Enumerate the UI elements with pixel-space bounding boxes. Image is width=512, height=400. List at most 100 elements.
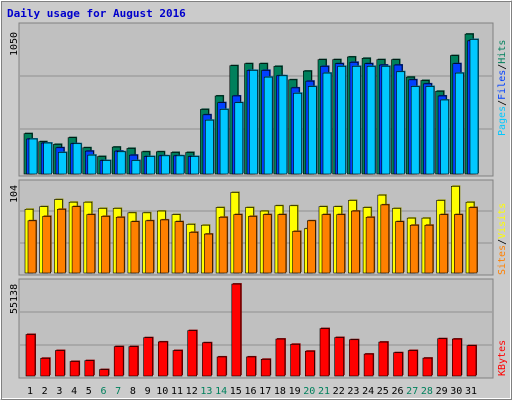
x-tick-label: 7 [115, 386, 121, 397]
x-tick-label: 27 [406, 386, 418, 397]
bar-sites-6 [101, 216, 110, 274]
x-tick-label: 25 [377, 386, 389, 397]
bar-pages-21 [322, 72, 332, 175]
x-tick-label: 13 [200, 386, 212, 397]
bar-sites-21 [321, 214, 331, 274]
bar-pages-25 [381, 66, 391, 175]
bar-sites-2 [42, 216, 52, 274]
x-tick-label: 1 [27, 386, 33, 397]
bar-sites-15 [233, 214, 243, 274]
bar-pages-29 [440, 99, 449, 175]
legend-hits: Hits [497, 40, 508, 64]
x-tick-label: 18 [274, 386, 286, 397]
bar-kbytes-13 [202, 342, 212, 377]
bar-sites-25 [380, 204, 390, 274]
x-tick-label: 23 [347, 386, 359, 397]
bar-sites-3 [57, 209, 66, 274]
x-tick-label: 2 [42, 386, 48, 397]
bar-kbytes-23 [349, 339, 359, 377]
bar-pages-28 [425, 86, 435, 175]
bar-pages-24 [366, 66, 376, 175]
bar-kbytes-31 [466, 345, 477, 377]
bar-sites-10 [160, 219, 169, 274]
x-tick-label: 5 [86, 386, 92, 397]
legend-files: Files [497, 70, 508, 100]
bar-pages-6 [102, 160, 111, 175]
bar-sites-18 [277, 214, 287, 274]
bar-pages-30 [454, 72, 464, 175]
bar-sites-16 [248, 216, 257, 274]
bar-sites-20 [306, 220, 316, 274]
y-max-label-kbytes: 55138 [9, 284, 20, 314]
x-tick-label: 19 [289, 386, 301, 397]
bar-kbytes-3 [55, 350, 65, 377]
bar-kbytes-19 [290, 343, 300, 377]
bar-pages-13 [205, 119, 214, 175]
bar-kbytes-16 [246, 356, 256, 377]
bar-sites-13 [204, 233, 213, 274]
bar-kbytes-25 [378, 341, 389, 377]
bar-pages-20 [307, 86, 317, 175]
bar-sites-7 [115, 216, 125, 274]
bar-kbytes-5 [84, 360, 95, 377]
bar-pages-19 [293, 92, 302, 175]
legend-sep-1: / [497, 100, 508, 106]
y-max-label-visits: 104 [9, 185, 20, 203]
bar-kbytes-29 [437, 338, 447, 377]
x-tick-label: 21 [318, 386, 330, 397]
bar-pages-26 [396, 71, 405, 175]
chart-title: Daily usage for August 2016 [7, 7, 186, 20]
bar-pages-7 [116, 151, 126, 175]
bar-sites-28 [424, 224, 434, 274]
bar-kbytes-21 [319, 328, 330, 377]
bar-kbytes-27 [407, 350, 418, 377]
x-tick-label: 14 [215, 386, 227, 397]
bar-sites-30 [453, 214, 463, 274]
x-tick-label: 29 [436, 386, 448, 397]
bar-kbytes-26 [393, 352, 403, 377]
bar-pages-2 [43, 142, 53, 175]
x-tick-label: 10 [156, 386, 168, 397]
bars-hits-panel [23, 33, 479, 175]
x-tick-label: 9 [145, 386, 151, 397]
x-axis-day-labels: 1 2 3 4 5 6 7 8 9 10 11 12 13 14 15 16 17 18 19 20 21 22 23 24 2… [27, 386, 477, 397]
bar-sites-9 [145, 220, 154, 274]
x-tick-label: 3 [56, 386, 62, 397]
bar-sites-24 [365, 216, 375, 274]
bar-sites-8 [130, 221, 140, 274]
bar-kbytes-9 [143, 337, 153, 377]
x-tick-label: 12 [186, 386, 198, 397]
bar-sites-31 [468, 207, 478, 274]
bar-pages-27 [410, 86, 420, 175]
bar-pages-18 [278, 75, 288, 175]
bar-kbytes-20 [304, 350, 315, 377]
bar-sites-27 [409, 224, 419, 274]
bar-kbytes-30 [451, 338, 462, 377]
bar-pages-10 [161, 155, 170, 175]
bar-kbytes-6 [99, 369, 109, 377]
x-tick-label: 20 [303, 386, 315, 397]
bar-pages-14 [219, 109, 229, 175]
bar-pages-5 [87, 154, 97, 175]
bar-pages-12 [190, 156, 199, 175]
bar-kbytes-8 [128, 346, 139, 377]
x-tick-label: 22 [333, 386, 345, 397]
legend-pages: Pages [497, 106, 508, 136]
x-tick-label: 15 [230, 386, 242, 397]
legend-sites: Sites [497, 245, 508, 275]
bar-kbytes-17 [260, 359, 271, 377]
bar-pages-9 [146, 156, 155, 175]
bar-kbytes-4 [69, 361, 80, 377]
bar-sites-14 [218, 216, 228, 274]
bar-kbytes-11 [172, 350, 183, 377]
x-tick-label: 24 [362, 386, 374, 397]
bar-sites-19 [292, 231, 301, 274]
bar-pages-23 [352, 66, 361, 175]
bar-kbytes-22 [334, 337, 345, 377]
bar-sites-22 [336, 214, 346, 274]
legend-sites-visits: Sites/Visits [497, 203, 508, 275]
bar-sites-17 [262, 214, 272, 274]
x-tick-label: 31 [465, 386, 477, 397]
x-tick-label: 17 [259, 386, 271, 397]
